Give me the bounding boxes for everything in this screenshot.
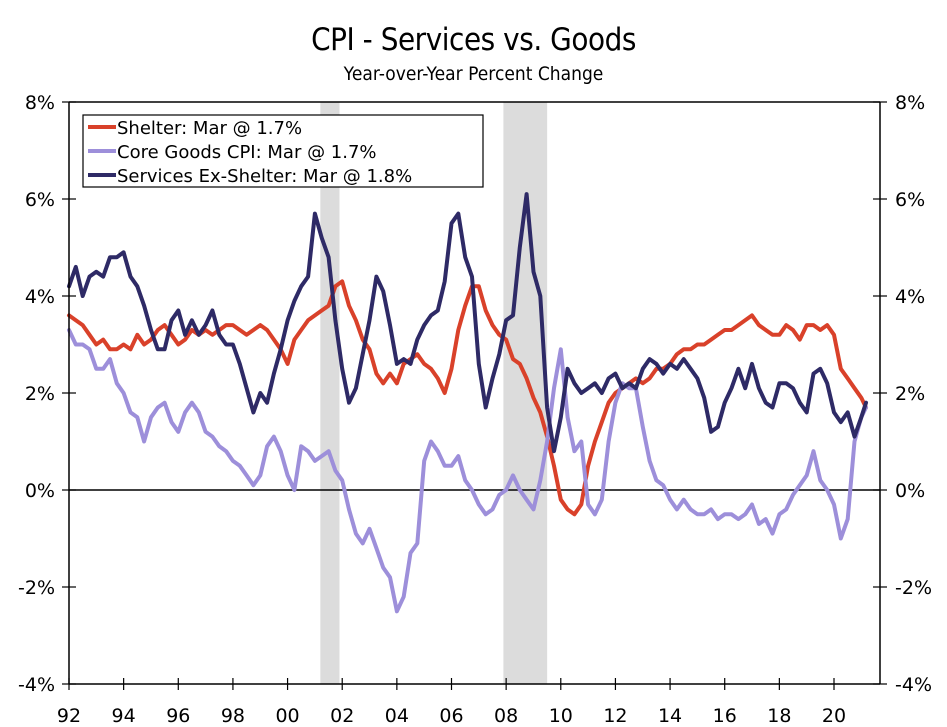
x-tick-label: 04	[385, 705, 409, 727]
x-tick-label: 94	[112, 705, 136, 727]
y-tick-label-right: 6%	[895, 189, 925, 211]
x-tick-label: 06	[439, 705, 463, 727]
shelter-line	[67, 279, 868, 517]
x-tick-label: 96	[166, 705, 190, 727]
y-tick-label-left: 2%	[25, 383, 55, 405]
x-tick-label: 98	[221, 705, 245, 727]
legend-label: Services Ex-Shelter: Mar @ 1.8%	[117, 166, 412, 187]
y-tick-label-right: 0%	[895, 480, 925, 502]
y-tick-label-right: 8%	[895, 92, 925, 114]
x-tick-label: 14	[658, 705, 682, 727]
axes: -4% -4% -2% -2% 0% 0% 2% 2% 4% 4% 6% 6% 8% 8% 92 94 96 98…	[18, 92, 932, 727]
core-goods-line	[67, 328, 868, 614]
y-tick-label-left: 0%	[25, 480, 55, 502]
x-tick-label: 00	[275, 705, 299, 727]
recession-band	[320, 102, 340, 684]
services-ex-shelter-line	[67, 192, 868, 454]
legend-label: Shelter: Mar @ 1.7%	[117, 118, 302, 139]
y-tick-label-right: 4%	[895, 286, 925, 308]
x-tick-label: 10	[549, 705, 573, 727]
x-tick-label: 20	[822, 705, 846, 727]
series-lines	[67, 192, 868, 614]
x-tick-label: 18	[767, 705, 791, 727]
y-tick-label-left: 8%	[25, 92, 55, 114]
x-tick-label: 02	[330, 705, 354, 727]
legend-box	[82, 114, 484, 188]
x-tick-label: 12	[603, 705, 627, 727]
x-tick-label: 92	[57, 705, 81, 727]
y-tick-label-right: 2%	[895, 383, 925, 405]
chart-title: CPI - Services vs. Goods	[311, 22, 636, 58]
y-tick-label-left: -4%	[18, 674, 55, 696]
y-tick-label-left: 6%	[25, 189, 55, 211]
legend-label: Core Goods CPI: Mar @ 1.7%	[117, 142, 377, 163]
x-tick-label: 16	[713, 705, 737, 727]
y-tick-label-right: -4%	[895, 674, 932, 696]
recession-band	[503, 102, 548, 684]
y-tick-label-right: -2%	[895, 577, 932, 599]
y-tick-label-left: 4%	[25, 286, 55, 308]
y-tick-label-left: -2%	[18, 577, 55, 599]
chart-subtitle: Year-over-Year Percent Change	[343, 63, 604, 85]
x-tick-label: 08	[494, 705, 518, 727]
legend: Shelter: Mar @ 1.7% Core Goods CPI: Mar @…	[82, 114, 484, 188]
